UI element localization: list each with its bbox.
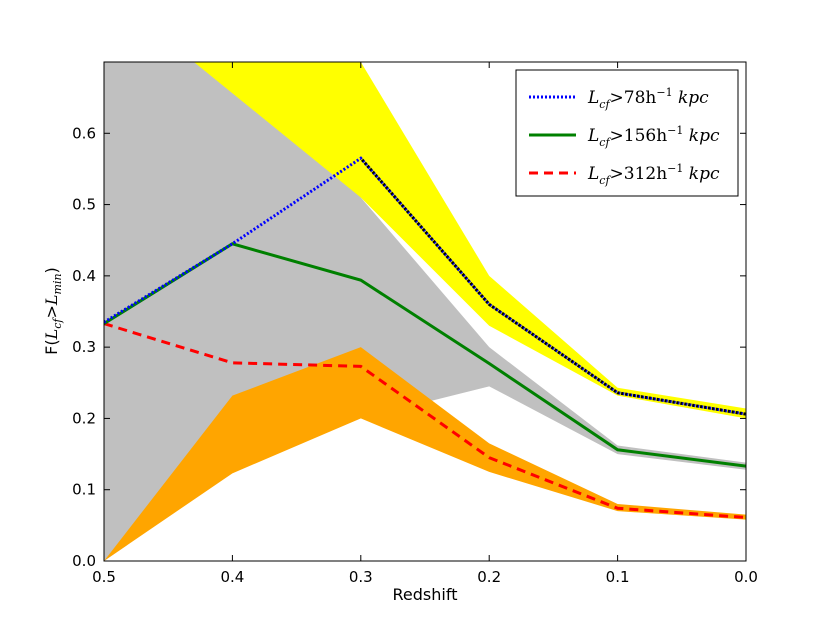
y-tick-label: 0.3 — [72, 338, 96, 356]
legend-box — [515, 69, 739, 197]
legend-label-3: Lcf>312h−1 kpc — [587, 162, 720, 187]
legend-label-2: Lcf>156h−1 kpc — [587, 124, 720, 149]
legend-label-1: Lcf>78h−1 kpc — [587, 86, 709, 111]
series-line-1 — [104, 156, 746, 416]
x-tick-label: 0.0 — [734, 568, 758, 586]
legend: Lcf>78h−1 kpc Lcf>156h−1 kpc Lcf>312h−1 kp… — [515, 69, 739, 197]
orange-band — [104, 347, 746, 561]
x-tick-label: 0.4 — [220, 568, 244, 586]
yellow-band — [193, 62, 746, 419]
confidence-bands — [104, 62, 746, 561]
y-axis-label: F(Lcf>Lmin) — [42, 267, 64, 355]
x-tick-label: 0.3 — [349, 568, 373, 586]
y-tick-label: 0.2 — [72, 409, 96, 427]
x-tick-label: 0.1 — [606, 568, 630, 586]
axis-ticks: 0.5 0.4 0.3 0.2 0.1 0.0 0.0 0.1 0.2 0.3 0.4 0.5 0.6 — [72, 62, 758, 586]
y-tick-label: 0.6 — [72, 124, 96, 142]
series-line-3 — [104, 322, 746, 520]
series-line-1-overlay — [359, 157, 746, 416]
y-tick-label: 0.0 — [72, 552, 96, 570]
svg-text:F(Lcf>Lmin): F(Lcf>Lmin) — [42, 267, 64, 355]
y-tick-label: 0.5 — [72, 196, 96, 214]
series-lines — [104, 156, 746, 520]
x-axis-label: Redshift — [393, 585, 458, 604]
y-tick-label: 0.4 — [72, 267, 96, 285]
y-tick-label: 0.1 — [72, 481, 96, 499]
x-tick-label: 0.5 — [92, 568, 116, 586]
plot-frame — [103, 61, 747, 562]
x-tick-label: 0.2 — [477, 568, 501, 586]
